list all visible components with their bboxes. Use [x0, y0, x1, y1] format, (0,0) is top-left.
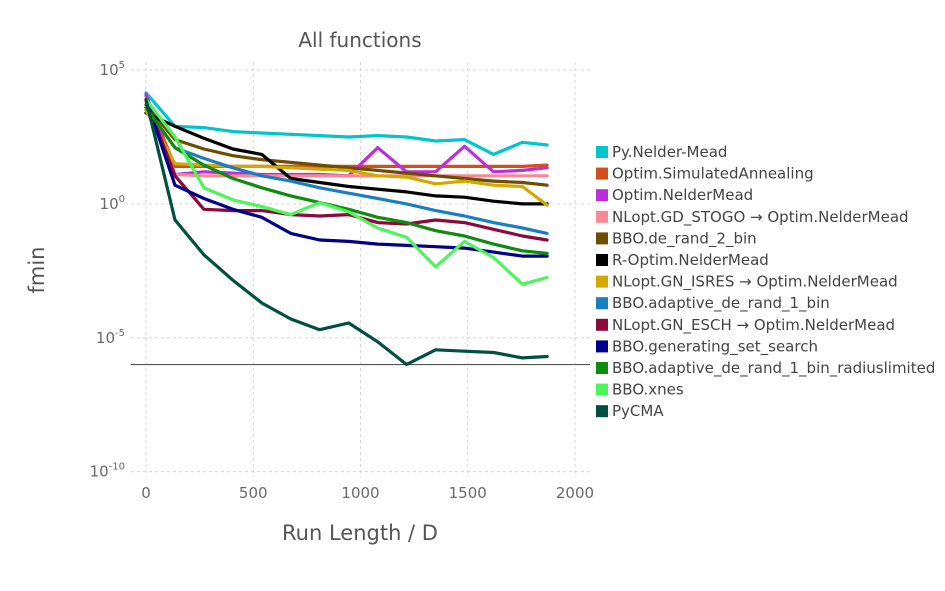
legend-entry: BBO.xnes	[612, 381, 684, 399]
legend: Py.Nelder-Mead Optim.SimulatedAnnealing Op…	[596, 143, 935, 420]
series-line-13	[144, 97, 549, 367]
legend-entry: BBO.adaptive_de_rand_1_bin_radiuslimited	[612, 359, 935, 378]
legend-swatch	[596, 167, 608, 180]
legend-swatch	[596, 405, 608, 418]
legend-entry: Optim.SimulatedAnnealing	[612, 165, 814, 183]
series-line-5	[144, 103, 549, 187]
legend-entry: Optim.NelderMead	[612, 186, 753, 204]
series-line-4	[144, 100, 549, 178]
legend-swatch	[596, 275, 608, 288]
x-tick-label: 0	[141, 484, 151, 502]
y-tick-label: 100	[100, 194, 125, 213]
x-tick-label: 500	[239, 484, 268, 502]
series-layer	[144, 91, 549, 367]
y-tick-label: 10-5	[96, 328, 125, 347]
legend-entry: BBO.de_rand_2_bin	[612, 229, 757, 248]
grid	[131, 62, 590, 477]
legend-swatch	[596, 210, 608, 223]
legend-swatch	[596, 232, 608, 245]
series-line-8	[144, 105, 549, 235]
x-tick-label: 2000	[556, 484, 594, 502]
y-axis-label: fmin	[25, 247, 49, 294]
legend-swatch	[596, 318, 608, 331]
legend-entry: R-Optim.NelderMead	[612, 251, 769, 269]
x-tick-label: 1000	[341, 484, 379, 502]
legend-entry: BBO.adaptive_de_rand_1_bin	[612, 294, 830, 313]
y-tick-label: 10-10	[90, 462, 125, 481]
x-axis-label: Run Length / D	[282, 521, 438, 545]
series-line-1	[144, 91, 549, 156]
series-line-12	[144, 97, 549, 286]
legend-swatch	[596, 383, 608, 396]
series-line-9	[144, 97, 549, 242]
legend-entry: BBO.generating_set_search	[612, 337, 818, 356]
series-line-6	[144, 111, 549, 206]
legend-swatch	[596, 340, 608, 353]
series-line-7	[144, 108, 549, 207]
chart-title: All functions	[298, 28, 421, 52]
legend-swatch	[596, 362, 608, 374]
legend-swatch	[596, 189, 608, 202]
legend-entry: NLopt.GN_ESCH → Optim.NelderMead	[612, 316, 895, 335]
series-line-11	[144, 105, 549, 255]
ticks-layer: 0 500 1000 1500 2000 105 100 10-5 10-10	[90, 60, 595, 502]
legend-swatch	[596, 254, 608, 266]
legend-entry: Py.Nelder-Mead	[612, 143, 727, 161]
legend-swatch	[596, 297, 608, 310]
series-line-2	[144, 93, 549, 168]
legend-swatch	[596, 146, 608, 158]
legend-entry: NLopt.GD_STOGO → Optim.NelderMead	[612, 208, 909, 227]
series-line-10	[144, 97, 549, 258]
x-tick-label: 1500	[449, 484, 487, 502]
legend-entry: PyCMA	[612, 402, 664, 420]
y-tick-label: 105	[100, 60, 125, 79]
series-line-3	[144, 92, 549, 178]
legend-entry: NLopt.GN_ISRES → Optim.NelderMead	[612, 273, 898, 292]
